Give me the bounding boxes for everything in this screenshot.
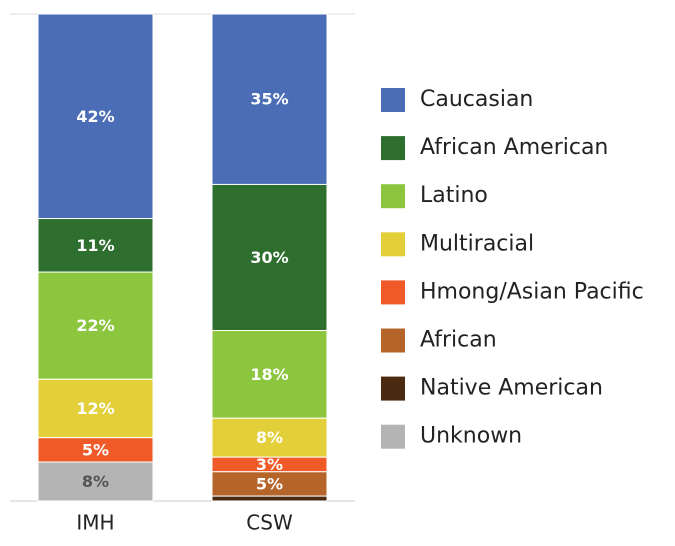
data-label: 5% [256,474,283,493]
data-label: 30% [250,248,288,267]
bar-segment [211,330,328,419]
bar-segment [37,437,154,463]
legend-label: African [420,328,497,353]
legend-label: African American [420,135,608,160]
legend-swatch [381,232,405,257]
legend-swatch [381,184,405,209]
data-label: 18% [250,365,288,384]
x-tick-label: CSW [246,511,293,535]
legend-label: Latino [420,183,488,208]
data-label: 35% [250,90,288,109]
legend-swatch [381,424,405,449]
bar-segment [211,495,328,502]
bar-segment [37,271,154,380]
bar-segment [37,218,154,273]
bar-segment [37,461,154,502]
legend-swatch [381,328,405,353]
bar-segment [37,13,154,220]
data-label: 42% [76,107,114,126]
legend-label: Native American [420,376,603,401]
data-label: 8% [82,472,109,491]
legend-label: Unknown [420,424,522,449]
data-label: 12% [76,399,114,418]
legend-label: Hmong/Asian Pacific [420,279,644,304]
legend-swatch [381,88,405,112]
data-label: 3% [256,455,283,474]
legend-swatch [381,280,405,305]
data-label: 5% [82,440,109,459]
data-label: 22% [76,316,114,335]
data-label: 11% [76,236,114,255]
legend-swatch [381,136,405,161]
legend-label: Multiracial [420,231,534,256]
data-label: 8% [256,428,283,447]
x-tick-label: IMH [76,511,114,535]
bar-segment [211,183,328,332]
bar-segment [211,13,328,185]
legend-swatch [381,376,405,401]
bar-segment [211,471,328,497]
bar-segment [37,378,154,439]
legend-label: Caucasian [420,87,533,112]
